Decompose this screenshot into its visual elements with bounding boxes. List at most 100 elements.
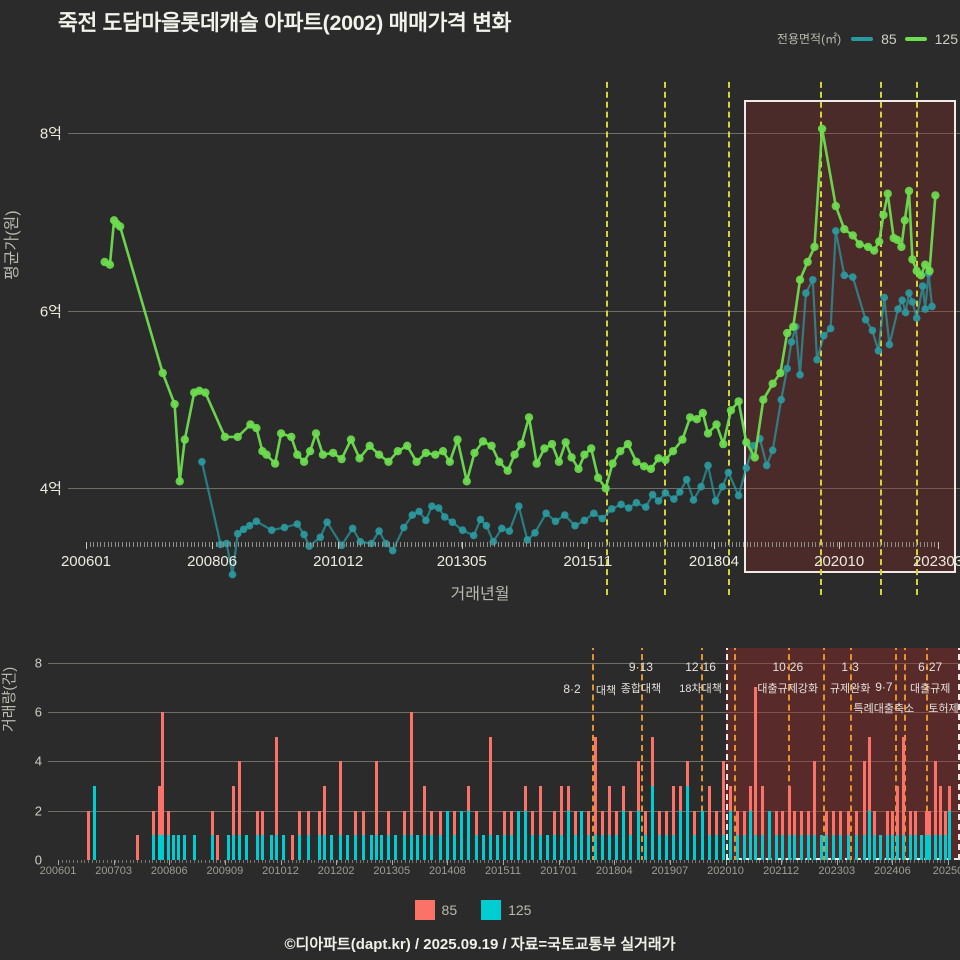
volume-bar-125: [152, 835, 156, 860]
price-point-125: [768, 379, 777, 388]
volume-bar-125: [567, 810, 571, 860]
volume-bar-125: [919, 835, 923, 860]
volume-x-tick: [333, 860, 335, 863]
price-point-125: [601, 484, 610, 493]
price-x-tick: [96, 542, 98, 547]
volume-x-tick: [521, 860, 523, 863]
volume-annotation-date: 1·3: [841, 660, 859, 674]
price-point-85: [762, 461, 771, 470]
volume-x-tick: [363, 860, 365, 863]
volume-x-tick: [834, 860, 836, 863]
price-point-125: [783, 328, 792, 338]
volume-bar-125: [800, 835, 804, 860]
volume-x-tick-major: [669, 860, 671, 865]
volume-x-tick: [378, 860, 380, 863]
volume-x-tick: [744, 860, 746, 863]
price-point-85: [422, 516, 430, 525]
price-x-tick: [930, 542, 932, 547]
price-point-85: [796, 371, 804, 379]
volume-bar-85: [622, 786, 626, 811]
volume-x-tick: [789, 860, 791, 863]
price-point-125: [561, 438, 570, 447]
volume-bar-85: [586, 810, 590, 836]
volume-bar-85: [928, 810, 932, 836]
price-point-125: [719, 439, 728, 449]
price-point-85: [542, 509, 550, 518]
price-point-125: [776, 368, 785, 378]
volume-annotation-label: 18차대책: [679, 683, 722, 695]
volume-bar-125: [873, 835, 877, 860]
price-point-85: [874, 347, 883, 355]
volume-bar-85: [232, 786, 236, 836]
price-x-tick: [919, 542, 921, 547]
volume-bar-125: [707, 835, 711, 860]
volume-bar-85: [559, 786, 563, 836]
price-point-85: [531, 529, 539, 537]
volume-bar-85: [933, 761, 937, 836]
price-gridline: [68, 310, 960, 312]
price-point-85: [905, 289, 913, 297]
price-point-125: [233, 432, 242, 442]
volume-bar-125: [878, 835, 882, 860]
volume-bar-125: [317, 835, 321, 860]
volume-x-tick-major: [280, 860, 282, 865]
price-point-125: [639, 462, 649, 471]
price-x-tick: [472, 542, 474, 547]
volume-bar-85: [832, 810, 836, 836]
price-point-85: [198, 458, 206, 466]
price-x-tick: [425, 542, 427, 547]
volume-bar-85: [896, 786, 900, 836]
price-point-85: [348, 524, 357, 533]
price-legend-title: 전용면적(㎡): [776, 32, 842, 46]
price-x-tick: [353, 542, 355, 547]
price-x-tick: [176, 542, 178, 547]
volume-bar-125: [896, 835, 900, 860]
volume-bar-125: [579, 810, 583, 860]
price-x-tick: [609, 542, 611, 547]
price-point-125: [831, 201, 840, 211]
volume-bar-85: [552, 810, 556, 836]
volume-bar-125: [330, 835, 334, 860]
price-point-85: [676, 488, 684, 496]
price-point-125: [654, 454, 663, 463]
volume-x-tick: [310, 860, 312, 863]
price-x-tick: [363, 542, 365, 547]
price-x-tick: [172, 542, 174, 547]
price-point-125: [524, 413, 534, 422]
volume-bar-125: [700, 810, 704, 860]
volume-bar-85: [307, 810, 311, 836]
price-point-125: [487, 441, 496, 450]
price-x-tick: [439, 542, 441, 547]
volume-x-tick: [412, 860, 414, 863]
volume-y-tick-label: 4: [34, 753, 42, 769]
price-x-tick: [342, 542, 344, 547]
volume-x-tick: [352, 860, 354, 863]
price-x-tick-major: [86, 542, 87, 549]
price-x-tick: [728, 542, 730, 547]
volume-x-tick: [231, 860, 233, 863]
volume-x-tick: [469, 860, 471, 863]
price-x-tick: [436, 542, 438, 547]
price-x-tick: [284, 542, 286, 547]
volume-bar-125: [415, 835, 419, 860]
price-point-125: [532, 459, 541, 468]
price-point-125: [921, 260, 930, 269]
volume-bar-85: [510, 810, 514, 836]
volume-x-tick-major: [558, 860, 560, 865]
price-x-tick: [540, 542, 542, 547]
volume-bar-85: [643, 810, 647, 836]
volume-bar-85: [474, 810, 478, 836]
volume-x-tick: [668, 860, 670, 863]
volume-bar-85: [761, 786, 765, 836]
volume-bar-125: [780, 835, 784, 860]
price-x-tick: [725, 542, 726, 547]
volume-x-tick: [114, 860, 116, 863]
price-x-tickmarks: [68, 542, 960, 549]
volume-x-tick: [457, 860, 459, 863]
volume-x-tick: [80, 860, 82, 863]
price-x-tick: [165, 542, 167, 547]
price-point-125: [270, 459, 280, 468]
volume-x-tick: [733, 860, 735, 863]
volume-x-tick: [631, 860, 633, 863]
volume-x-tick: [665, 860, 667, 863]
